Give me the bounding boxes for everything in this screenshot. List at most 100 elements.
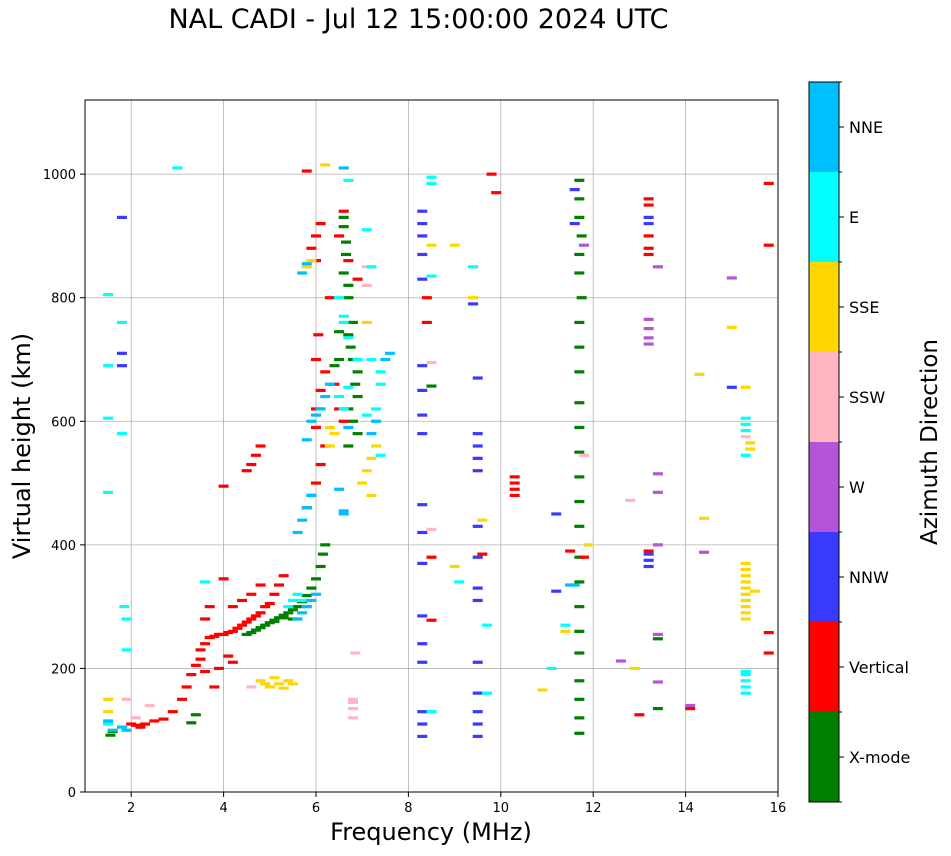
data-point [329, 432, 340, 436]
data-point [345, 345, 356, 349]
data-point [218, 484, 229, 488]
data-point [652, 637, 663, 641]
data-point [652, 472, 663, 476]
colorbar-frame [808, 81, 840, 803]
data-point [574, 401, 585, 405]
data-point [334, 296, 345, 300]
data-point [421, 320, 432, 325]
data-point [417, 530, 428, 535]
data-point [643, 336, 654, 340]
data-point [426, 360, 437, 365]
data-point [380, 357, 391, 362]
data-point [350, 651, 361, 655]
data-point [740, 435, 751, 439]
data-point [269, 619, 280, 624]
data-point [740, 598, 751, 603]
data-point [574, 345, 585, 349]
data-point [218, 577, 229, 581]
x-tick-label: 8 [404, 801, 412, 816]
data-point [260, 623, 271, 627]
data-point [576, 234, 587, 238]
data-point [255, 626, 266, 630]
data-point [629, 666, 640, 671]
data-point [260, 682, 271, 686]
data-point [324, 382, 335, 386]
data-point [338, 419, 349, 423]
data-point [200, 580, 211, 584]
data-point [255, 583, 266, 587]
data-point [311, 413, 321, 417]
data-point [477, 518, 488, 522]
data-point [250, 614, 261, 618]
data-point [200, 642, 211, 646]
data-point [426, 243, 437, 247]
data-point [361, 413, 372, 417]
series-vertical [126, 169, 774, 729]
data-point [643, 558, 654, 562]
data-point [509, 475, 520, 479]
data-point [338, 271, 349, 275]
data-point [103, 719, 114, 723]
series-nne [103, 166, 580, 732]
data-point [574, 629, 585, 633]
data-point [454, 580, 465, 584]
data-point [107, 728, 118, 732]
data-point [740, 422, 751, 426]
data-point [749, 589, 760, 593]
data-point [306, 419, 317, 423]
data-point [417, 364, 428, 368]
data-point [763, 181, 774, 186]
data-point [375, 453, 386, 457]
data-point [283, 611, 294, 615]
data-point [652, 706, 663, 711]
data-point [237, 623, 248, 627]
data-point [477, 552, 488, 556]
data-point [574, 178, 585, 182]
colorbar-swatch [809, 712, 839, 802]
data-point [472, 456, 483, 460]
data-point [740, 574, 751, 578]
data-point [311, 425, 321, 430]
x-tick-label: 6 [312, 801, 320, 816]
data-point [426, 527, 437, 532]
data-point [685, 703, 696, 708]
data-point [301, 438, 312, 442]
data-point [204, 605, 215, 609]
data-point [278, 686, 289, 690]
data-point [186, 721, 197, 725]
data-point [426, 384, 437, 388]
data-point [366, 357, 377, 362]
data-point [347, 320, 358, 325]
data-point [574, 252, 585, 257]
data-point [255, 444, 266, 448]
data-point [190, 663, 201, 667]
data-point [283, 605, 294, 609]
data-point [546, 666, 557, 671]
data-point [338, 215, 349, 219]
data-point [121, 617, 132, 621]
data-point [324, 296, 335, 300]
data-point [213, 666, 224, 671]
colorbar-label-w: W [849, 478, 865, 497]
data-point [250, 453, 261, 457]
data-point [283, 679, 294, 683]
data-point [116, 432, 127, 436]
data-point [320, 543, 331, 547]
data-point [241, 632, 252, 637]
data-point [740, 611, 751, 615]
data-point [292, 605, 303, 609]
data-point [338, 225, 349, 229]
data-point [417, 660, 428, 664]
colorbar-label-e: E [849, 208, 859, 227]
data-point [472, 722, 483, 726]
data-point [574, 450, 585, 454]
colorbar-swatch [809, 532, 839, 622]
colorbar-swatch [809, 262, 839, 352]
data-point [426, 274, 437, 278]
data-point [343, 259, 354, 263]
data-point [652, 490, 663, 494]
data-point [311, 577, 321, 581]
data-point [472, 660, 483, 664]
data-point [352, 277, 363, 281]
plot-frame [84, 99, 779, 793]
